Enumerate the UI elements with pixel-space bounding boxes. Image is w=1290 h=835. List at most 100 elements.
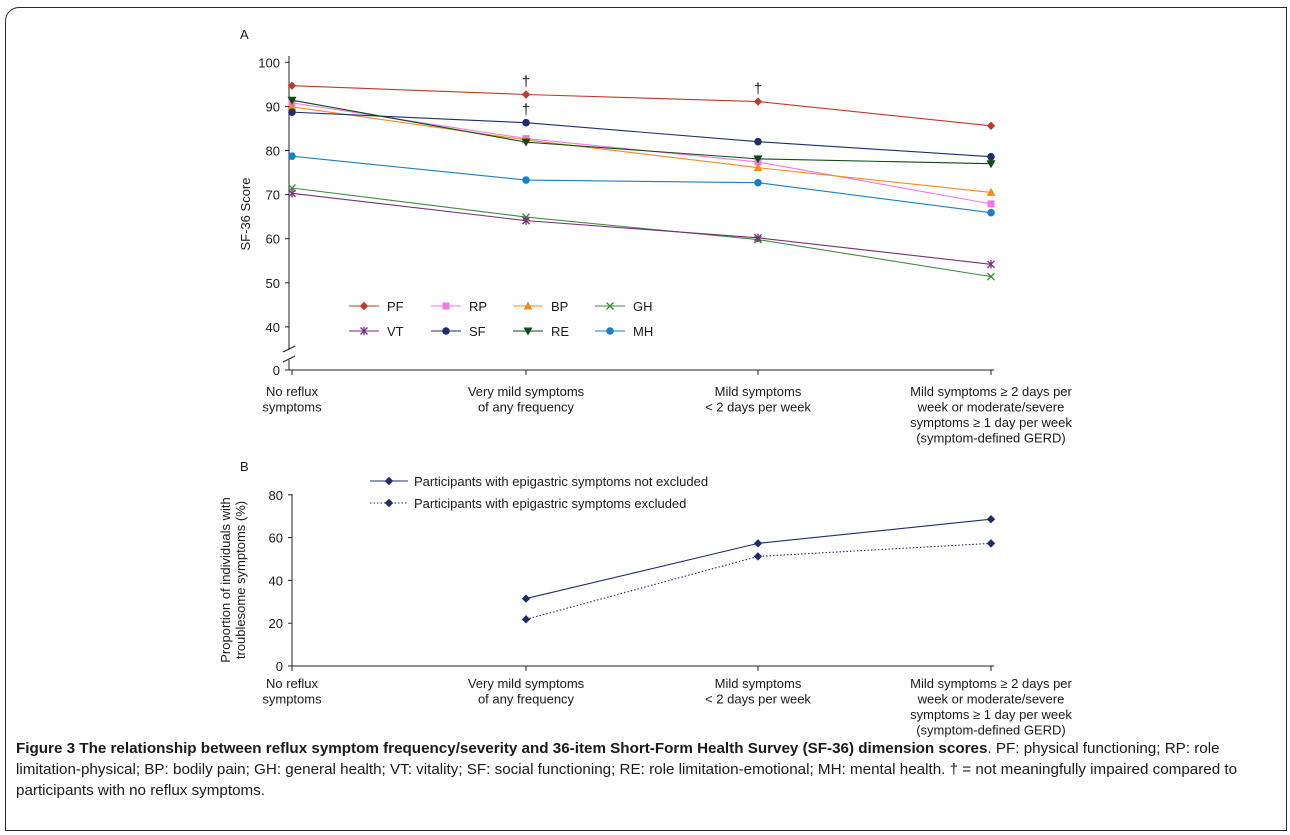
legend-marker-shape bbox=[384, 498, 394, 508]
data-point-bp-shape bbox=[287, 102, 297, 111]
data-point-gh-shape bbox=[987, 272, 995, 281]
series-line-vt bbox=[291, 192, 992, 265]
data-point-pf-shape bbox=[521, 90, 531, 99]
data-point-b-2-shape bbox=[986, 539, 996, 548]
dagger-annotation: † bbox=[754, 81, 762, 98]
panel-a-x-tick-label: Mild symptoms ≥ 2 days per bbox=[910, 384, 1072, 399]
data-point-mh bbox=[754, 178, 762, 187]
data-point-re-shape bbox=[986, 160, 996, 169]
legend-label-vt: VT bbox=[387, 324, 404, 339]
legend-marker bbox=[523, 301, 533, 310]
data-point-pf bbox=[986, 121, 996, 131]
legend-label-b-2: Participants with epigastric symptoms ex… bbox=[414, 496, 686, 511]
data-point-mh bbox=[288, 152, 296, 161]
data-point-re bbox=[287, 96, 297, 105]
legend-label-rp: RP bbox=[469, 299, 487, 314]
panel-a-x-tick-label: Mild symptoms bbox=[715, 384, 802, 399]
legend-marker bbox=[442, 302, 450, 310]
data-point-bp-shape bbox=[986, 187, 996, 196]
data-point-vt bbox=[754, 233, 762, 243]
legend-marker-shape bbox=[442, 327, 450, 335]
series-line-bp bbox=[291, 106, 992, 193]
legend-marker-shape bbox=[384, 476, 394, 486]
legend-marker-shape bbox=[606, 327, 614, 335]
data-point-mh-shape bbox=[987, 208, 995, 217]
data-point-pf-shape bbox=[287, 81, 297, 90]
data-point-re bbox=[521, 138, 531, 147]
panel-a-x-tick-label: week or moderate/severe bbox=[917, 400, 1065, 415]
series-line-mh bbox=[291, 155, 992, 214]
data-point-sf bbox=[754, 137, 762, 146]
legend-marker bbox=[384, 476, 394, 486]
data-point-sf-shape bbox=[288, 108, 296, 116]
legend-label-b-1: Participants with epigastric symptoms no… bbox=[414, 474, 708, 489]
panel-a-y-tick-label: 80 bbox=[266, 144, 280, 159]
panel-b-y-tick-label: 40 bbox=[269, 573, 283, 588]
data-point-pf bbox=[287, 81, 297, 90]
panel-a-y-tick-label: 40 bbox=[266, 320, 280, 335]
panel-a-x-tick-label: symptoms bbox=[262, 400, 322, 415]
data-point-rp bbox=[987, 200, 995, 208]
panel-b-x-tick-label: No reflux bbox=[266, 676, 319, 691]
data-point-vt-shape bbox=[288, 189, 296, 198]
panel-a-y-tick-label: 60 bbox=[266, 232, 280, 247]
data-point-bp bbox=[753, 163, 763, 172]
panel-b-x-tick-label: (symptom-defined GERD) bbox=[916, 723, 1066, 738]
data-point-b-2-shape bbox=[753, 552, 763, 561]
legend-marker-shape bbox=[359, 301, 369, 311]
panel-a-x-tick-label: symptoms ≥ 1 day per week bbox=[910, 415, 1072, 430]
data-point-b-1-shape bbox=[753, 539, 763, 548]
legend-marker bbox=[606, 302, 614, 310]
data-point-vt-shape bbox=[754, 233, 762, 243]
data-point-gh bbox=[987, 272, 995, 281]
data-point-vt bbox=[987, 260, 995, 269]
panel-a-x-tick-label: (symptom-defined GERD) bbox=[916, 431, 1066, 446]
data-point-vt-shape bbox=[522, 216, 530, 225]
panel-b-x-tick-label: Very mild symptoms bbox=[468, 676, 585, 691]
panel-a-y-tick-label: 70 bbox=[266, 188, 280, 203]
data-point-sf bbox=[522, 118, 530, 127]
legend-marker bbox=[359, 301, 369, 311]
legend-marker-shape bbox=[606, 302, 614, 310]
panel-b-x-tick-label: Mild symptoms bbox=[715, 676, 802, 691]
panel-b-x-tick-label: of any frequency bbox=[478, 692, 575, 707]
legend-label-re: RE bbox=[551, 324, 569, 339]
panel-label-b: B bbox=[240, 459, 249, 474]
data-point-b-1 bbox=[753, 539, 763, 548]
data-point-b-1 bbox=[986, 514, 996, 524]
data-point-vt bbox=[288, 189, 296, 198]
panel-a-y-tick-label: 100 bbox=[258, 55, 280, 70]
data-point-bp bbox=[287, 102, 297, 111]
series-line-pf bbox=[291, 85, 992, 127]
series-line-sf bbox=[291, 111, 992, 158]
data-point-mh bbox=[987, 208, 995, 217]
legend-marker bbox=[384, 498, 394, 508]
panel-b-y-tick-label: 0 bbox=[276, 659, 283, 674]
panel-b-x-tick-label: week or moderate/severe bbox=[917, 692, 1065, 707]
legend-marker bbox=[523, 327, 533, 336]
panel-a-x-tick-label: < 2 days per week bbox=[705, 400, 811, 415]
data-point-pf bbox=[753, 97, 763, 106]
data-point-mh-shape bbox=[522, 176, 530, 184]
panel-b-x-tick-label: symptoms bbox=[262, 692, 322, 707]
panel-a-y-tick-label: 50 bbox=[266, 276, 280, 291]
data-point-re-shape bbox=[521, 138, 531, 147]
legend-marker-shape bbox=[523, 301, 533, 310]
data-point-pf bbox=[521, 90, 531, 99]
series-line-re bbox=[291, 99, 992, 165]
data-point-bp bbox=[986, 187, 996, 196]
panel-a-x-tick-label: No reflux bbox=[266, 384, 319, 399]
data-point-sf-shape bbox=[754, 137, 762, 146]
panel-b-x-tick-label: < 2 days per week bbox=[705, 692, 811, 707]
legend-label-pf: PF bbox=[387, 299, 404, 314]
legend-marker-shape bbox=[523, 327, 533, 336]
panel-a-y-axis-label: SF-36 Score bbox=[238, 178, 253, 251]
figure-caption: Figure 3 The relationship between reflux… bbox=[16, 738, 1278, 801]
panel-b-y-axis-label: Proportion of individuals with bbox=[218, 497, 233, 662]
data-point-re-shape bbox=[753, 155, 763, 164]
data-point-re bbox=[753, 155, 763, 164]
data-point-b-2-shape bbox=[521, 615, 531, 624]
legend-label-mh: MH bbox=[633, 324, 653, 339]
panel-b-y-tick-label: 60 bbox=[269, 531, 283, 546]
data-point-b-1-shape bbox=[986, 514, 996, 524]
